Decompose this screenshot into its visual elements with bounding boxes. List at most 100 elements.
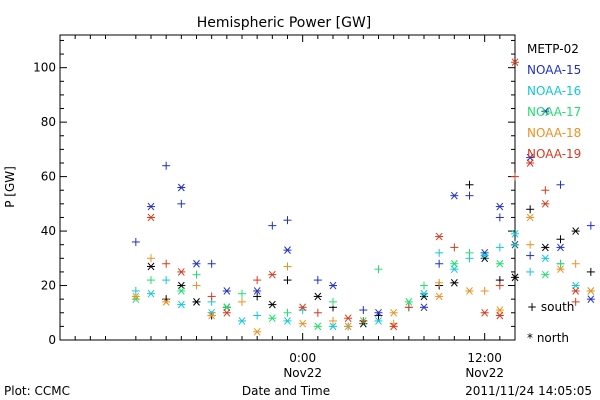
noaa-15-north-point xyxy=(586,295,595,303)
noaa-18-south-point xyxy=(480,286,489,295)
noaa-16-north-point xyxy=(541,254,550,263)
data-points xyxy=(131,58,595,336)
noaa-18-north-point xyxy=(207,311,216,320)
noaa-19-north-point xyxy=(511,58,519,67)
metp-02-north-point xyxy=(147,262,155,271)
noaa-18-north-point xyxy=(435,292,444,301)
noaa-19-south-point xyxy=(450,243,459,252)
noaa-17-south-point xyxy=(465,248,474,257)
noaa-15-north-point xyxy=(147,202,155,211)
noaa-15-south-point xyxy=(586,221,595,230)
noaa-15-south-point xyxy=(131,237,140,246)
noaa-19-north-point xyxy=(480,308,489,317)
noaa-19-north-point xyxy=(147,213,155,222)
noaa-18-south-point xyxy=(192,281,201,290)
y-tick-label: 80 xyxy=(41,115,56,129)
noaa-16-south-point xyxy=(131,286,140,295)
noaa-18-south-point xyxy=(329,316,337,325)
noaa-15-north-point xyxy=(177,183,186,192)
noaa-16-south-point xyxy=(495,243,504,252)
noaa-15-south-point xyxy=(556,180,565,189)
y-tick-label: 60 xyxy=(41,170,56,184)
noaa-18-north-point xyxy=(495,306,504,314)
noaa-17-north-point xyxy=(313,322,322,331)
noaa-18-south-point xyxy=(571,259,580,268)
metp-02-south-point xyxy=(586,267,595,276)
noaa-18-north-point xyxy=(131,292,140,301)
axis-ticks: 0204060801000:00Nov2212:00Nov220:00Nov23… xyxy=(33,35,515,380)
plot-credit: Plot: CCMC xyxy=(4,384,70,398)
noaa-17-south-point xyxy=(511,240,519,249)
noaa-15-north-point xyxy=(222,287,231,295)
metp-02-north-point xyxy=(511,273,519,282)
x-tick-time-label: 0:00 xyxy=(289,351,316,365)
noaa-17-south-point xyxy=(374,265,383,274)
noaa-19-south-point xyxy=(404,303,413,312)
noaa-18-south-point xyxy=(435,278,444,287)
noaa-19-south-point xyxy=(253,276,262,285)
noaa-15-north-point xyxy=(450,191,459,200)
legend-north-marker: * north xyxy=(527,331,569,345)
noaa-16-north-point xyxy=(571,281,580,290)
noaa-17-north-point xyxy=(450,259,459,268)
noaa-19-north-point xyxy=(344,314,353,323)
noaa-19-north-point xyxy=(571,287,580,295)
noaa-19-north-point xyxy=(435,232,444,241)
noaa-18-south-point xyxy=(147,254,155,263)
x-tick-time-label: 12:00 xyxy=(467,351,502,365)
noaa-17-north-point xyxy=(495,259,504,268)
noaa-17-south-point xyxy=(192,270,201,279)
noaa-16-north-point xyxy=(450,265,459,274)
metp-02-south-point xyxy=(526,205,535,214)
noaa-19-north-point xyxy=(177,268,186,276)
noaa-19-north-point xyxy=(268,270,277,279)
noaa-15-south-point xyxy=(268,221,277,230)
noaa-19-north-point xyxy=(298,303,307,312)
noaa-17-north-point xyxy=(268,314,277,323)
x-axis-label: Date and Time xyxy=(242,384,330,398)
noaa-19-south-point xyxy=(571,297,580,306)
noaa-18-north-point xyxy=(389,308,398,317)
noaa-19-north-point xyxy=(495,311,504,320)
legend-entry-noaa-16: NOAA-16 xyxy=(527,84,581,98)
legend-entry-noaa-19: NOAA-19 xyxy=(527,147,581,161)
noaa-16-north-point xyxy=(374,317,383,325)
noaa-15-south-point xyxy=(313,276,322,285)
noaa-15-north-point xyxy=(329,281,337,290)
y-tick-label: 100 xyxy=(33,61,56,75)
noaa-18-north-point xyxy=(556,265,565,274)
noaa-15-south-point xyxy=(359,306,368,315)
noaa-16-north-point xyxy=(420,289,428,298)
noaa-18-south-point xyxy=(238,297,246,306)
x-tick-date-label: Nov22 xyxy=(283,366,322,380)
legend-entry-noaa-18: NOAA-18 xyxy=(527,126,581,140)
noaa-18-north-point xyxy=(253,328,262,336)
noaa-18-north-point xyxy=(344,322,353,331)
noaa-16-north-point xyxy=(177,300,186,309)
noaa-19-south-point xyxy=(495,281,504,290)
noaa-17-south-point xyxy=(147,276,155,285)
noaa-19-north-point xyxy=(526,159,535,167)
noaa-19-south-point xyxy=(162,259,171,268)
noaa-17-south-point xyxy=(283,308,292,317)
noaa-15-north-point xyxy=(526,153,535,162)
noaa-15-north-point xyxy=(556,243,565,252)
noaa-19-south-point xyxy=(511,172,519,181)
noaa-17-north-point xyxy=(404,298,413,306)
noaa-19-south-point xyxy=(207,292,216,301)
noaa-16-south-point xyxy=(253,311,262,320)
noaa-15-south-point xyxy=(526,251,535,260)
chart-title: Hemispheric Power [GW] xyxy=(197,15,372,31)
noaa-17-south-point xyxy=(556,259,565,268)
noaa-16-north-point xyxy=(147,289,155,298)
noaa-16-south-point xyxy=(526,267,535,276)
metp-02-south-point xyxy=(253,292,262,301)
metp-02-north-point xyxy=(571,227,580,235)
noaa-18-north-point xyxy=(298,319,307,328)
metp-02-north-point xyxy=(450,278,459,287)
noaa-19-south-point xyxy=(313,308,322,317)
legend-entry-noaa-17: NOAA-17 xyxy=(527,105,581,119)
noaa-16-south-point xyxy=(435,248,444,257)
metp-02-north-point xyxy=(192,298,201,306)
